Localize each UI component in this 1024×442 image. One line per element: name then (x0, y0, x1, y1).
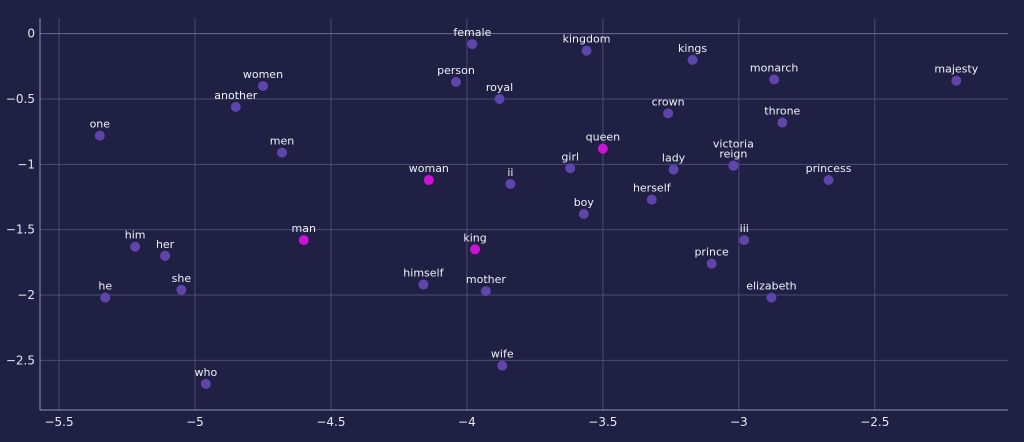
point-king (470, 244, 481, 255)
point-crown (663, 108, 674, 119)
point-label-throne: throne (764, 105, 800, 118)
point-label-person: person (437, 64, 475, 77)
point-throne (777, 117, 788, 128)
point-label-elizabeth: elizabeth (746, 280, 796, 293)
point-label-iii: iii (740, 222, 749, 235)
axis-layer: −5.5 −5 −4.5 −4 −3.5 −3 −2.5 0 −0.5 −1 −1.5 −2 −2.5 (6, 18, 1008, 429)
point-label-king: king (463, 231, 486, 244)
point-him (130, 241, 141, 252)
point-who (200, 378, 211, 389)
point-label-one: one (90, 118, 111, 131)
point-label-ii: ii (507, 166, 513, 179)
x-tick-label: −5 (186, 415, 204, 429)
point-herself (646, 194, 657, 205)
point-label-kings: kings (678, 42, 707, 55)
x-tick-label: −2.5 (860, 415, 889, 429)
point-another (230, 101, 241, 112)
point-ii (505, 178, 516, 189)
point-she (176, 284, 187, 295)
point-reign (728, 160, 739, 171)
point-label-another: another (214, 89, 257, 102)
point-lady (668, 164, 679, 175)
point-label-men: men (270, 135, 294, 148)
x-tick-label: −4 (458, 415, 476, 429)
point-label-man: man (292, 222, 316, 235)
point-label-female: female (453, 26, 491, 39)
point-label-who: who (195, 366, 218, 379)
point-kingdom (581, 45, 592, 56)
point-person (451, 77, 462, 88)
point-label-girl: girl (561, 150, 579, 163)
point-prince (706, 258, 717, 269)
x-tick-label: −3 (730, 415, 748, 429)
point-label-victoria: victoria (713, 138, 754, 151)
point-label-monarch: monarch (750, 61, 798, 74)
point-iii (739, 235, 750, 246)
point-label-crown: crown (652, 95, 685, 108)
y-tick-label: 0 (27, 27, 35, 41)
y-tick-label: −2.5 (6, 353, 35, 367)
y-tick-label: −1 (17, 157, 35, 171)
point-female (467, 39, 478, 50)
labels-layer: female kingdom kings monarch majesty women per… (90, 26, 979, 379)
points-layer (94, 39, 962, 389)
point-monarch (769, 74, 780, 85)
point-label-queen: queen (586, 131, 620, 144)
point-label-her: her (156, 238, 175, 251)
point-women (257, 80, 268, 91)
point-her (160, 250, 171, 261)
y-tick-label: −1.5 (6, 223, 35, 237)
y-tick-label: −2 (17, 288, 35, 302)
point-one (94, 130, 105, 141)
point-label-women: women (243, 68, 283, 81)
point-men (277, 147, 287, 158)
point-label-herself: herself (633, 182, 672, 195)
point-girl (565, 163, 576, 174)
point-woman (423, 175, 434, 186)
point-royal (494, 94, 505, 105)
point-princess (823, 175, 834, 186)
point-he (100, 292, 111, 303)
point-label-him: him (125, 229, 146, 242)
point-boy (578, 209, 589, 219)
point-label-he: he (98, 280, 112, 293)
point-label-wife: wife (491, 348, 514, 361)
point-label-prince: prince (694, 246, 729, 259)
point-label-princess: princess (806, 162, 852, 175)
x-tick-label: −4.5 (316, 415, 345, 429)
point-label-reign: reign (719, 148, 747, 161)
point-mother (480, 286, 491, 297)
x-tick-label: −5.5 (44, 415, 73, 429)
point-label-woman: woman (409, 162, 449, 175)
point-label-kingdom: kingdom (563, 33, 611, 46)
y-tick-label: −0.5 (6, 92, 35, 106)
point-majesty (951, 75, 962, 86)
grid-layer (40, 18, 1008, 410)
point-wife (497, 360, 508, 371)
point-elizabeth (766, 292, 777, 303)
x-tick-label: −3.5 (588, 415, 617, 429)
point-label-mother: mother (466, 273, 506, 286)
point-label-himself: himself (403, 267, 444, 280)
point-himself (418, 279, 429, 290)
point-kings (687, 54, 698, 65)
point-label-she: she (172, 272, 192, 285)
point-label-lady: lady (662, 152, 686, 165)
point-man (298, 235, 309, 246)
point-queen (597, 143, 608, 154)
point-label-majesty: majesty (934, 63, 978, 76)
point-label-boy: boy (574, 196, 595, 209)
point-label-royal: royal (486, 81, 513, 94)
